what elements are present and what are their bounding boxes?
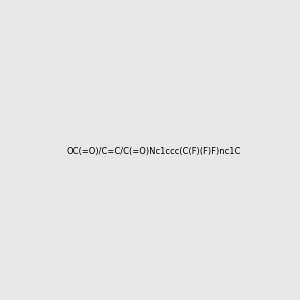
Text: OC(=O)/C=C/C(=O)Nc1ccc(C(F)(F)F)nc1C: OC(=O)/C=C/C(=O)Nc1ccc(C(F)(F)F)nc1C <box>67 147 241 156</box>
